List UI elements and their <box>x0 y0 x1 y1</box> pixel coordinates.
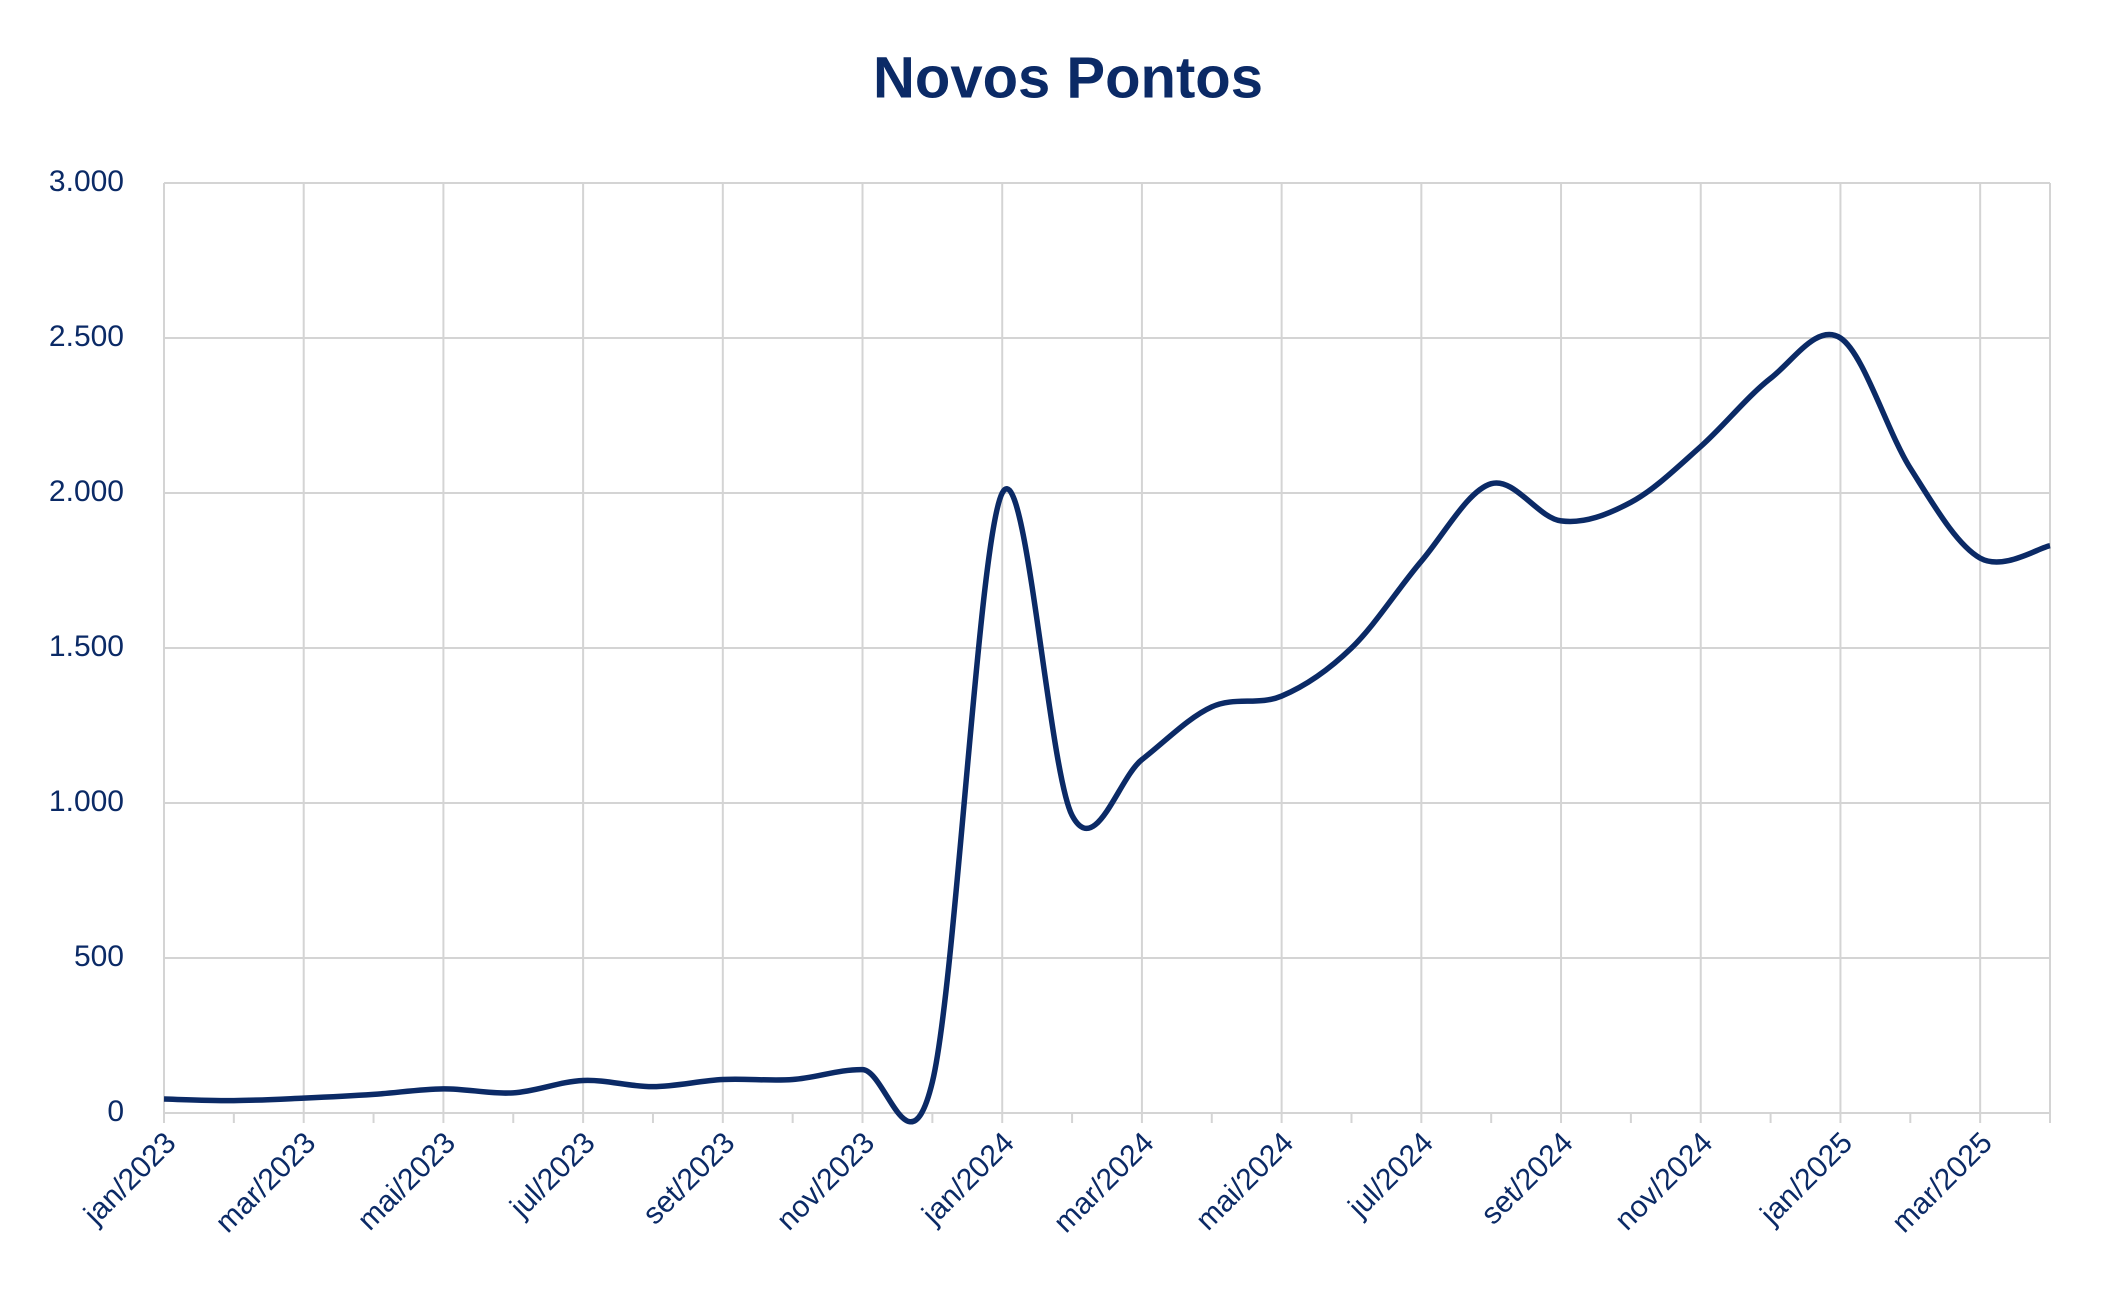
y-tick-label: 1.500 <box>49 630 124 663</box>
x-tick-label: nov/2024 <box>1609 1126 1720 1237</box>
x-tick-label: jul/2023 <box>503 1126 601 1224</box>
y-tick-label: 500 <box>74 940 124 973</box>
x-tick-label: mar/2025 <box>1886 1126 1999 1239</box>
y-tick-label: 1.000 <box>49 785 124 818</box>
y-tick-label: 3.000 <box>49 165 124 198</box>
y-tick-label: 0 <box>107 1095 124 1128</box>
x-tick-label: mai/2023 <box>351 1126 462 1237</box>
y-tick-label: 2.000 <box>49 475 124 508</box>
x-tick-label: nov/2023 <box>770 1126 881 1237</box>
x-tick-label: set/2023 <box>637 1126 742 1231</box>
x-tick-label: mai/2024 <box>1190 1126 1301 1237</box>
x-tick-label: jan/2024 <box>915 1126 1020 1231</box>
x-tick-label: jul/2024 <box>1342 1126 1440 1224</box>
x-tick-label: jan/2023 <box>77 1126 182 1231</box>
line <box>163 331 2051 1125</box>
x-tick-label: jan/2025 <box>1754 1126 1859 1231</box>
x-tick-label: set/2024 <box>1475 1126 1580 1231</box>
y-tick-label: 2.500 <box>49 320 124 353</box>
x-tick-label: mar/2023 <box>209 1126 322 1239</box>
x-tick-label: mar/2024 <box>1048 1126 1161 1239</box>
chart-title: Novos Pontos <box>873 45 1263 110</box>
